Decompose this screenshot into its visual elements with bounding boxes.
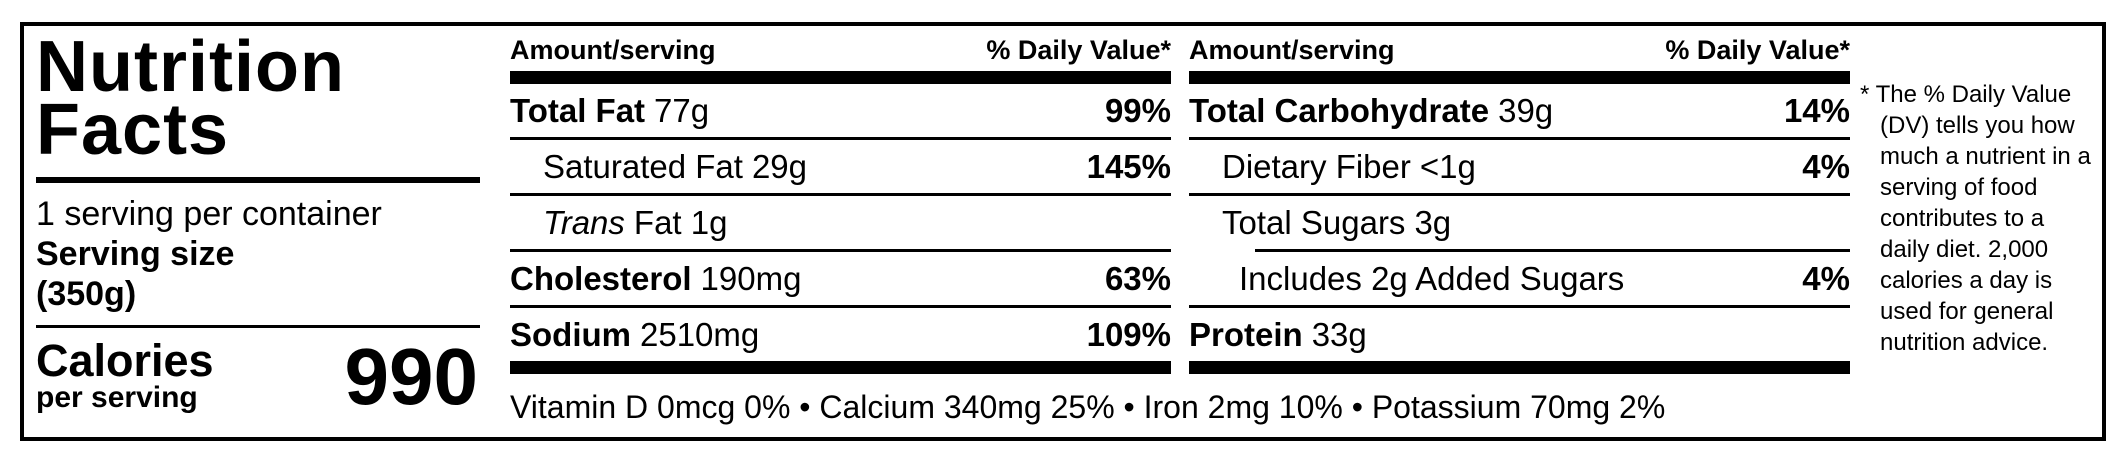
nutrient-name: Total Fat 77g [510, 91, 710, 129]
nutrient-row-total-fat: Total Fat 77g 99% [510, 84, 1171, 137]
nutrient-columns-area: Amount/serving % Daily Value* Total Fat 7… [480, 26, 1850, 437]
thick-bar [510, 361, 1171, 374]
nutrition-label: Nutrition Facts 1 serving per container … [20, 22, 2106, 441]
nutrient-dv: 4% [1802, 147, 1850, 185]
nutrient-row-dietary-fiber: Dietary Fiber <1g 4% [1189, 140, 1850, 193]
thick-bar [1189, 361, 1850, 374]
nutrient-name: Protein 33g [1189, 315, 1367, 353]
calories-divider [36, 325, 480, 328]
servings-per-container: 1 serving per container [36, 195, 382, 233]
daily-value-header: % Daily Value* [1665, 35, 1850, 65]
thick-bar [510, 71, 1171, 84]
nutrient-row-saturated-fat: Saturated Fat 29g 145% [510, 140, 1171, 193]
label-left-panel: Nutrition Facts 1 serving per container … [24, 26, 480, 437]
nutrient-name: Cholesterol 190mg [510, 259, 802, 297]
column-header: Amount/serving % Daily Value* [1189, 26, 1850, 71]
nutrient-name: Total Carbohydrate 39g [1189, 91, 1554, 129]
nutrient-name: Sodium 2510mg [510, 315, 760, 353]
serving-size-value: (350g) [36, 275, 137, 313]
nutrient-name: Saturated Fat 29g [543, 147, 808, 185]
calories-labels: Calories per serving [36, 335, 214, 414]
label-title: Nutrition Facts [36, 27, 480, 170]
row-separator [1189, 305, 1850, 308]
nutrient-name: Includes 2g Added Sugars [1239, 259, 1625, 297]
nutrient-row-total-carbohydrate: Total Carbohydrate 39g 14% [1189, 84, 1850, 137]
nutrient-dv: 109% [1086, 315, 1171, 353]
calories-block: Calories per serving 990 [36, 331, 480, 421]
nutrient-column-left: Amount/serving % Daily Value* Total Fat 7… [510, 26, 1171, 374]
row-separator [510, 193, 1171, 196]
nutrient-row-cholesterol: Cholesterol 190mg 63% [510, 252, 1171, 305]
amount-per-serving-header: Amount/serving [510, 35, 716, 65]
nutrient-row-protein: Protein 33g [1189, 308, 1850, 361]
row-separator [510, 249, 1171, 252]
nutrient-column-right: Amount/serving % Daily Value* Total Carb… [1189, 26, 1850, 374]
nutrient-name: Dietary Fiber <1g [1222, 147, 1476, 185]
calories-label: Calories [36, 335, 214, 386]
nutrient-name: Trans Fat 1g [543, 203, 728, 241]
nutrient-name: Total Sugars 3g [1222, 203, 1452, 241]
nutrient-dv: 145% [1086, 147, 1171, 185]
nutrient-row-total-sugars: Total Sugars 3g [1189, 196, 1850, 249]
nutrient-columns: Amount/serving % Daily Value* Total Fat 7… [510, 26, 1850, 374]
daily-value-header: % Daily Value* [986, 35, 1171, 65]
row-separator [510, 137, 1171, 140]
row-separator [510, 305, 1171, 308]
serving-size-label: Serving size [36, 235, 235, 273]
column-header: Amount/serving % Daily Value* [510, 26, 1171, 71]
nutrient-dv: 14% [1783, 91, 1850, 129]
thick-bar [1189, 71, 1850, 84]
label-title-line1: Nutrition [36, 27, 345, 107]
calories-sublabel: per serving [36, 381, 198, 414]
nutrient-dv: 63% [1104, 259, 1171, 297]
daily-value-footnote: * The % Daily Value (DV) tells you how m… [1850, 26, 2102, 437]
nutrient-row-added-sugars: Includes 2g Added Sugars 4% [1189, 252, 1850, 305]
title-divider [36, 177, 480, 183]
row-separator-indented [1255, 249, 1850, 252]
calories-value: 990 [344, 331, 478, 421]
footnote-text: * The % Daily Value (DV) tells you how m… [1860, 81, 2091, 356]
label-title-line2: Facts [36, 90, 230, 170]
nutrient-dv: 4% [1802, 259, 1850, 297]
amount-per-serving-header: Amount/serving [1189, 35, 1395, 65]
row-separator [1189, 137, 1850, 140]
nutrient-row-sodium: Sodium 2510mg 109% [510, 308, 1171, 361]
vitamins-minerals-line: Vitamin D 0mcg 0% • Calcium 340mg 25% • … [510, 389, 1666, 425]
row-separator [1189, 193, 1850, 196]
nutrient-row-trans-fat: Trans Fat 1g [510, 196, 1171, 249]
nutrient-dv: 99% [1104, 91, 1171, 129]
